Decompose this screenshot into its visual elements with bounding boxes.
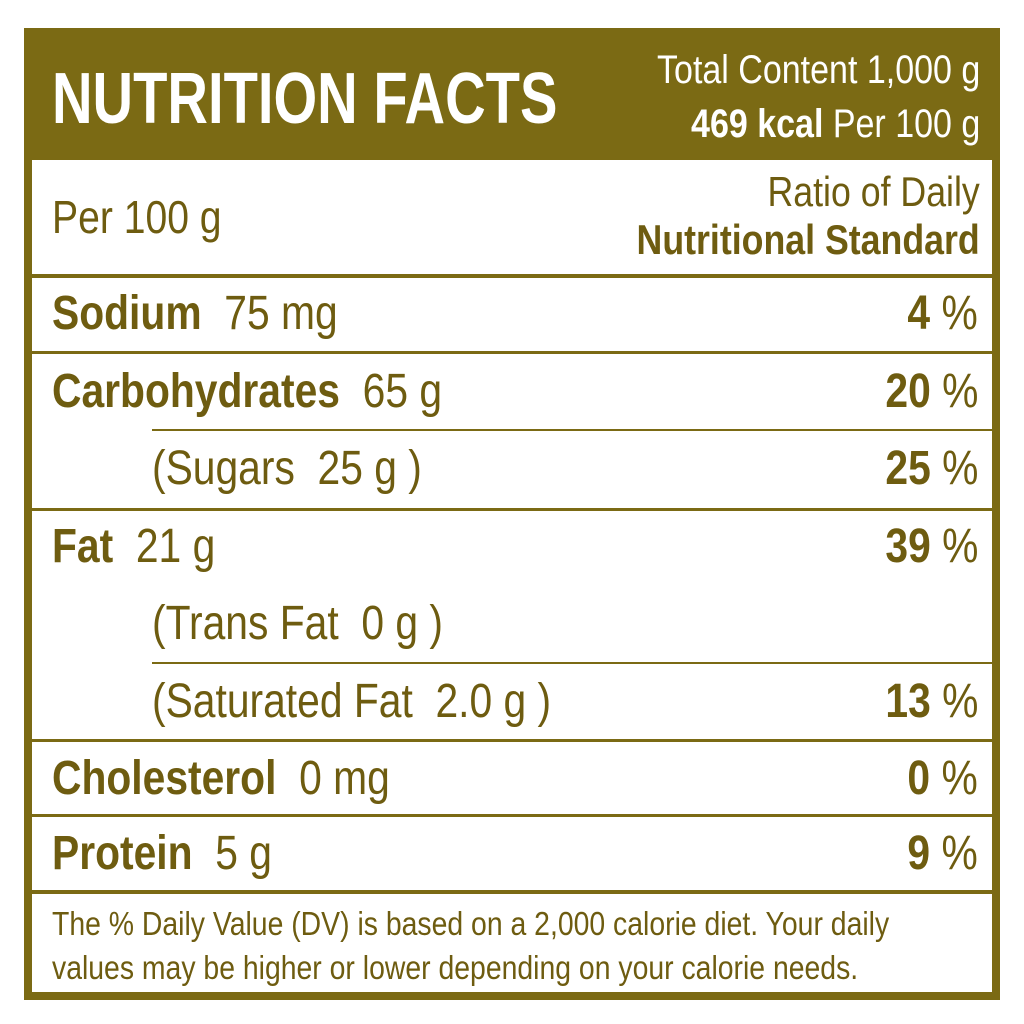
divider: [32, 508, 992, 511]
nutrient-row: Fat 21 g 39 %: [52, 511, 978, 581]
per-label: Per 100 g: [52, 191, 222, 243]
divider: [32, 739, 992, 742]
dv-unit: %: [941, 674, 978, 728]
dv-value: 4: [907, 286, 931, 340]
dv-unit: %: [941, 826, 978, 880]
nutrient: (Trans Fat 0 g ): [152, 596, 443, 651]
daily-value: 4 %: [908, 286, 978, 341]
nutrient-amount: 75 mg: [224, 286, 338, 340]
nutrient-row: Protein 5 g 9 %: [52, 818, 978, 888]
nutrient-row: (Saturated Fat 2.0 g ) 13 %: [152, 666, 978, 736]
nutrient-row: (Trans Fat 0 g ): [152, 588, 978, 658]
nutrient-amount: 25 g ): [317, 441, 422, 495]
nutrient-name: Fat: [52, 519, 114, 573]
daily-value: 13 %: [885, 674, 978, 729]
nutrient-name: Cholesterol: [52, 751, 277, 805]
nutrient: Fat 21 g: [52, 519, 215, 574]
daily-value: 0 %: [908, 751, 978, 806]
nutrient: (Sugars 25 g ): [152, 441, 422, 496]
per: Per 100 g: [832, 102, 980, 146]
dv-value: 0: [907, 751, 931, 805]
total-content: Total Content 1,000 g: [656, 48, 980, 92]
dv-unit: %: [941, 751, 978, 805]
label: NUTRITION FACTS Total Content 1,000 g 46…: [24, 28, 1000, 1000]
nutrient-name: Protein: [52, 826, 193, 880]
dv-value: 25: [884, 441, 931, 495]
kcal: 469 kcal: [690, 102, 824, 146]
nutrient: Carbohydrates 65 g: [52, 364, 442, 419]
dv-unit: %: [941, 519, 978, 573]
ratio-label: Ratio of Daily: [767, 168, 980, 215]
nutrient-amount: 5 g: [215, 826, 272, 880]
nutrient-name: (Sugars: [152, 441, 295, 495]
nutrient: Protein 5 g: [52, 826, 272, 881]
nutrient: Sodium 75 mg: [52, 286, 338, 341]
dv-unit: %: [941, 364, 978, 418]
ratio-label: Nutritional Standard: [636, 216, 980, 263]
dv-value: 13: [884, 674, 931, 728]
daily-value: 25 %: [885, 441, 978, 496]
nutrient-row: Cholesterol 0 mg 0 %: [52, 743, 978, 813]
divider: [32, 351, 992, 354]
footnote-line: The % Daily Value (DV) is based on a 2,0…: [52, 905, 890, 942]
nutrient: (Saturated Fat 2.0 g ): [152, 674, 551, 729]
footnote-line: values may be higher or lower depending …: [52, 949, 859, 986]
title: NUTRITION FACTS: [52, 59, 558, 139]
dv-unit: %: [941, 441, 978, 495]
nutrient-amount: 65 g: [362, 364, 443, 418]
energy: 469 kcal Per 100 g: [691, 102, 980, 147]
divider: [32, 890, 992, 894]
nutrient-name: Sodium: [52, 286, 202, 340]
dv-value: 20: [884, 364, 931, 418]
dv-value: 9: [907, 826, 931, 880]
nutrient-name: (Saturated Fat: [152, 674, 413, 728]
header: NUTRITION FACTS Total Content 1,000 g 46…: [32, 36, 992, 160]
dv-unit: %: [941, 286, 978, 340]
divider: [32, 274, 992, 278]
subheader: Per 100 g Ratio of Daily Nutritional Sta…: [32, 160, 992, 274]
daily-value: 9 %: [908, 826, 978, 881]
nutrient-name: (Trans Fat: [152, 596, 339, 650]
nutrient-row: Carbohydrates 65 g 20 %: [52, 356, 978, 426]
nutrient: Cholesterol 0 mg: [52, 751, 390, 806]
nutrient-row: (Sugars 25 g ) 25 %: [152, 433, 978, 503]
nutrient-amount: 21 g: [135, 519, 216, 573]
nutrient-amount: 0 mg: [299, 751, 390, 805]
divider: [32, 814, 992, 817]
divider: [152, 429, 992, 431]
nutrient-amount: 0 g ): [361, 596, 443, 650]
nutrient-name: Carbohydrates: [52, 364, 340, 418]
daily-value: 39 %: [885, 519, 978, 574]
dv-value: 39: [884, 519, 931, 573]
daily-value: 20 %: [885, 364, 978, 419]
footnote: The % Daily Value (DV) is based on a 2,0…: [52, 902, 889, 990]
divider: [152, 662, 992, 664]
nutrient-amount: 2.0 g ): [435, 674, 552, 728]
nutrient-row: Sodium 75 mg 4 %: [52, 278, 978, 348]
